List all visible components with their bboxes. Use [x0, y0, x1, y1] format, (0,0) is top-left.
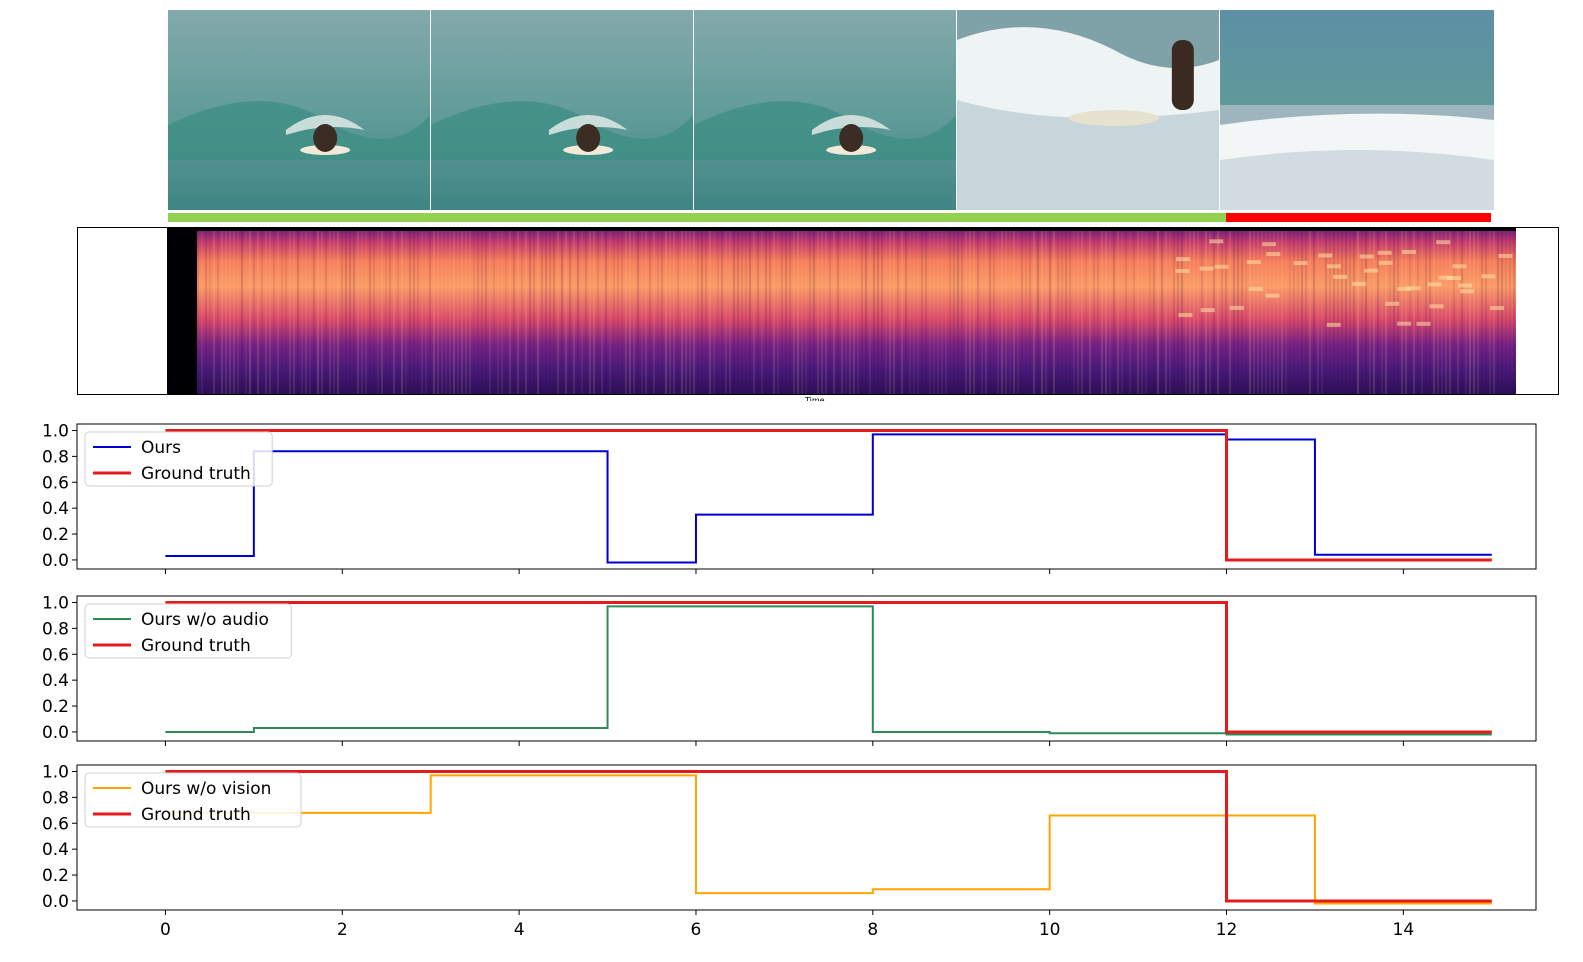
x-tick-label: 10	[1039, 920, 1061, 940]
chart-panel-3: 0.0 0.2 0.4 0.6 0.8 1.0 0 2 4 6 8 10 12 14 Ours w/o vi…	[42, 762, 1537, 940]
video-frames-strip	[168, 10, 1506, 210]
x-tick-label: 0	[160, 920, 171, 940]
y-tick-label: 0.2	[42, 697, 69, 717]
x-tick-label: 12	[1216, 920, 1238, 940]
legend-label: Ground truth	[141, 464, 251, 484]
frame-1-paddling	[168, 10, 430, 210]
legend-label: Ours	[141, 438, 181, 458]
series-line-ours-w-o-vision	[165, 774, 1492, 905]
plot-frame	[76, 595, 1537, 742]
legend-box	[84, 772, 302, 828]
y-tick-label: 0.8	[42, 788, 69, 808]
legend-label: Ground truth	[141, 805, 251, 825]
series-line-ground-truth	[165, 428, 1492, 562]
y-tick-label: 0.0	[42, 723, 69, 743]
y-tick-label: 0.2	[42, 866, 69, 886]
spectrogram-energy	[197, 228, 1516, 394]
y-tick-label: 0.6	[42, 814, 69, 834]
frame-3-popup	[694, 10, 956, 210]
y-tick-label: 0.0	[42, 892, 69, 912]
status-bar-mismatch	[1226, 213, 1491, 222]
y-tick-label: 0.0	[42, 551, 69, 571]
legend-label: Ground truth	[141, 636, 251, 656]
spectrogram-x-label: Time	[805, 396, 825, 401]
y-tick-label: 0.6	[42, 473, 69, 493]
series-line-ours	[165, 433, 1492, 564]
x-tick-label: 14	[1393, 920, 1415, 940]
y-tick-label: 0.8	[42, 619, 69, 639]
legend: Ours Ground truth	[84, 431, 273, 487]
y-tick-label: 0.2	[42, 525, 69, 545]
series-line-ours-w-o-audio	[165, 605, 1492, 736]
y-tick-label: 1.0	[42, 762, 69, 782]
y-tick-label: 0.4	[42, 671, 69, 691]
step-charts: 0.0 0.2 0.4 0.6 0.8 1.0 Ours Ground truth 0.0 0.2…	[42, 421, 1537, 940]
legend-box	[84, 603, 292, 659]
frame-4-riding	[957, 10, 1219, 210]
plot-frame	[76, 423, 1537, 570]
y-tick-label: 0.8	[42, 447, 69, 467]
series-line-ground-truth	[165, 769, 1492, 903]
x-tick-label: 8	[867, 920, 878, 940]
series-line-ground-truth	[165, 600, 1492, 734]
y-tick-label: 1.0	[42, 593, 69, 613]
legend-label: Ours w/o vision	[141, 779, 271, 799]
y-tick-label: 0.6	[42, 645, 69, 665]
frame-5-whitewater	[1220, 10, 1494, 210]
spectrogram-panel	[77, 227, 1559, 395]
frame-2-paddling	[431, 10, 693, 210]
plot-frame	[76, 764, 1537, 911]
x-tick-label: 4	[514, 920, 525, 940]
y-tick-label: 0.4	[42, 840, 69, 860]
legend-box	[84, 431, 273, 487]
legend: Ours w/o vision Ground truth	[84, 772, 302, 828]
legend: Ours w/o audio Ground truth	[84, 603, 292, 659]
status-bar-match	[168, 213, 1227, 222]
legend-label: Ours w/o audio	[141, 610, 269, 630]
x-tick-label: 2	[337, 920, 348, 940]
prediction-status-bars	[168, 213, 1506, 223]
y-tick-label: 0.4	[42, 499, 69, 519]
spectrogram-image	[167, 228, 1516, 394]
y-tick-label: 1.0	[42, 421, 69, 441]
chart-panel-1: 0.0 0.2 0.4 0.6 0.8 1.0 Ours Ground truth	[42, 421, 1537, 574]
x-tick-label: 6	[691, 920, 702, 940]
chart-panel-2: 0.0 0.2 0.4 0.6 0.8 1.0 Ours w/o audio Ground t…	[42, 593, 1537, 746]
